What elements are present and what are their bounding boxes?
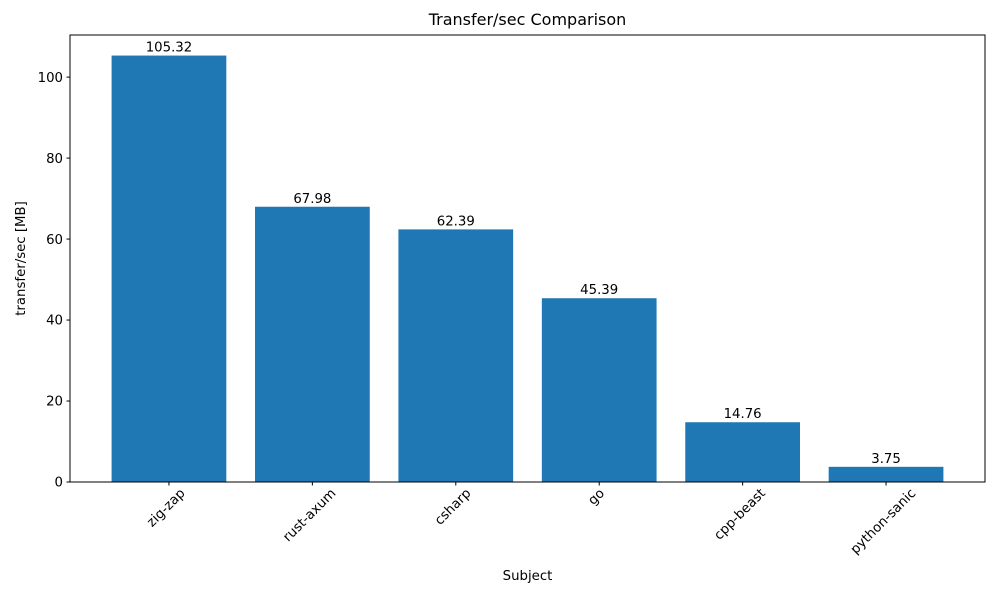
- bar-value-label: 67.98: [293, 192, 331, 207]
- x-tick-label-csharp: csharp: [432, 486, 474, 528]
- x-tick-label-python-sanic: python-sanic: [848, 486, 919, 557]
- bar-zig-zap: [111, 55, 227, 482]
- chart-title: Transfer/sec Comparison: [428, 10, 627, 29]
- x-axis-label: Subject: [503, 569, 553, 584]
- y-tick-label: 0: [55, 476, 63, 491]
- bar-value-label: 3.75: [871, 452, 901, 467]
- y-tick-label: 80: [46, 152, 63, 167]
- bar-value-label: 14.76: [724, 407, 762, 422]
- x-tick-label-rust-axum: rust-axum: [280, 486, 339, 545]
- y-tick-label: 60: [46, 233, 63, 248]
- bar-value-label: 62.39: [437, 214, 475, 229]
- x-tick-label-zig-zap: zig-zap: [144, 486, 188, 530]
- bar-go: [541, 298, 657, 482]
- plot-frame: [69, 34, 986, 483]
- y-tick-label: 20: [46, 395, 63, 410]
- bar-python-sanic: [828, 466, 944, 482]
- bar-value-label: 45.39: [580, 283, 618, 298]
- bar-value-labels-group: 105.32 67.98 62.39 45.39 14.76 3.75: [146, 41, 901, 467]
- bar-csharp: [398, 229, 514, 482]
- bar-value-label: 105.32: [146, 41, 193, 56]
- bars-group: [111, 55, 944, 482]
- x-tick-label-go: go: [586, 486, 608, 508]
- y-tick-label: 100: [38, 71, 63, 86]
- bar-rust-axum: [255, 206, 370, 482]
- y-tick-label: 40: [46, 314, 63, 329]
- y-axis-label: transfer/sec [MB]: [14, 201, 29, 316]
- x-tick-label-cpp-beast: cpp-beast: [712, 486, 769, 543]
- bar-cpp-beast: [685, 422, 800, 482]
